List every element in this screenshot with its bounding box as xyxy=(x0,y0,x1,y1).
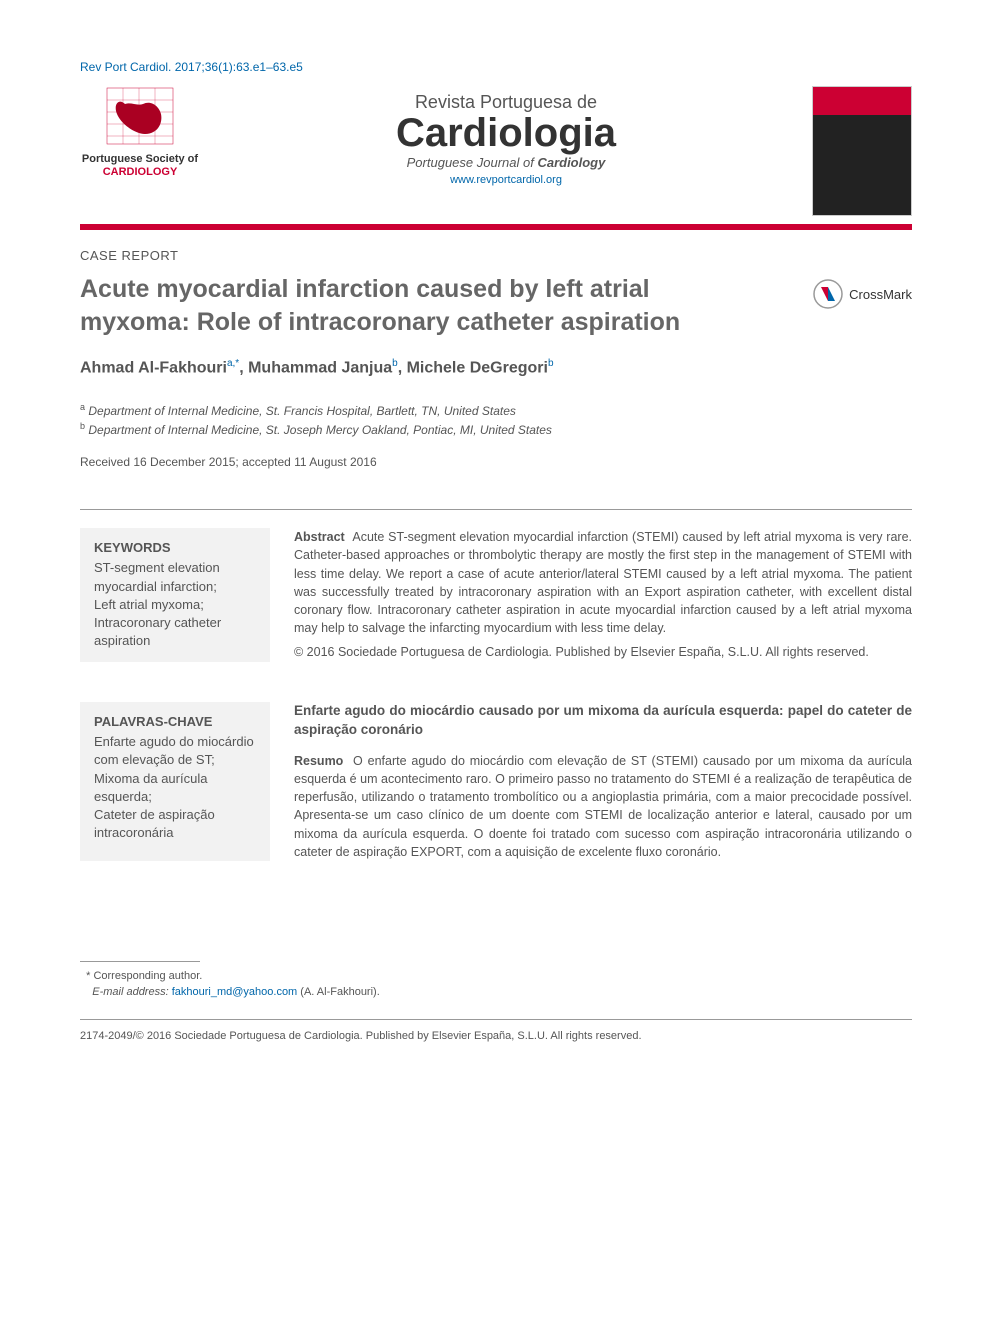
title-row: Acute myocardial infarction caused by le… xyxy=(80,273,912,338)
abstract-content-pt: Enfarte agudo do miocárdio causado por u… xyxy=(294,702,912,861)
keywords-list-pt: Enfarte agudo do miocárdio com elevação … xyxy=(94,733,256,842)
journal-title: Cardiologia xyxy=(200,113,812,153)
abstract-text-en: Acute ST-segment elevation myocardial in… xyxy=(294,530,912,635)
journal-title-block: Revista Portuguesa de Cardiologia Portug… xyxy=(200,86,812,186)
article-title: Acute myocardial infarction caused by le… xyxy=(80,273,720,338)
abstract-text-pt: O enfarte agudo do miocárdio com elevaçã… xyxy=(294,754,912,859)
portuguese-abstract-block: PALAVRAS-CHAVE Enfarte agudo do miocárdi… xyxy=(80,702,912,861)
section-divider xyxy=(80,509,912,510)
issn-copyright: 2174-2049/© 2016 Sociedade Portuguesa de… xyxy=(80,1030,912,1042)
society-name: Portuguese Society of CARDIOLOGY xyxy=(80,153,200,179)
page: Rev Port Cardiol. 2017;36(1):63.e1–63.e5… xyxy=(0,0,992,1082)
society-logo: Portuguese Society of CARDIOLOGY xyxy=(80,86,200,179)
journal-url[interactable]: www.revportcardiol.org xyxy=(200,174,812,186)
keywords-box-pt: PALAVRAS-CHAVE Enfarte agudo do miocárdi… xyxy=(80,702,270,861)
keywords-heading-pt: PALAVRAS-CHAVE xyxy=(94,714,256,729)
affiliation-list: a Department of Internal Medicine, St. F… xyxy=(80,401,912,439)
journal-header: Portuguese Society of CARDIOLOGY Revista… xyxy=(80,86,912,216)
heart-icon xyxy=(105,86,175,146)
bottom-divider xyxy=(80,1019,912,1020)
crossmark-icon xyxy=(813,279,843,309)
footnote-divider xyxy=(80,961,200,962)
doi-citation: Rev Port Cardiol. 2017;36(1):63.e1–63.e5 xyxy=(80,60,912,74)
red-divider xyxy=(80,224,912,230)
journal-cover-thumbnail xyxy=(812,86,912,216)
english-abstract-block: KEYWORDS ST-segment elevation myocardial… xyxy=(80,528,912,662)
abstract-content-en: Abstract Acute ST-segment elevation myoc… xyxy=(294,528,912,662)
abstract-label-en: Abstract xyxy=(294,530,345,544)
corresponding-author-footnote: * Corresponding author. E-mail address: … xyxy=(80,968,912,1001)
author-list: Ahmad Al-Fakhouria,*, Muhammad Janjuab, … xyxy=(80,358,912,377)
keywords-box-en: KEYWORDS ST-segment elevation myocardial… xyxy=(80,528,270,662)
journal-supertitle: Revista Portuguesa de xyxy=(200,92,812,113)
pt-article-title: Enfarte agudo do miocárdio causado por u… xyxy=(294,702,912,740)
article-type: CASE REPORT xyxy=(80,248,912,263)
keywords-list-en: ST-segment elevation myocardial infarcti… xyxy=(94,559,256,650)
copyright-en: © 2016 Sociedade Portuguesa de Cardiolog… xyxy=(294,643,912,661)
author-email[interactable]: fakhouri_md@yahoo.com xyxy=(172,986,298,998)
crossmark-badge[interactable]: CrossMark xyxy=(813,279,912,309)
abstract-label-pt: Resumo xyxy=(294,754,343,768)
article-dates: Received 16 December 2015; accepted 11 A… xyxy=(80,455,912,469)
journal-subtitle: Portuguese Journal of Cardiology xyxy=(200,155,812,170)
keywords-heading-en: KEYWORDS xyxy=(94,540,256,555)
crossmark-label: CrossMark xyxy=(849,287,912,302)
